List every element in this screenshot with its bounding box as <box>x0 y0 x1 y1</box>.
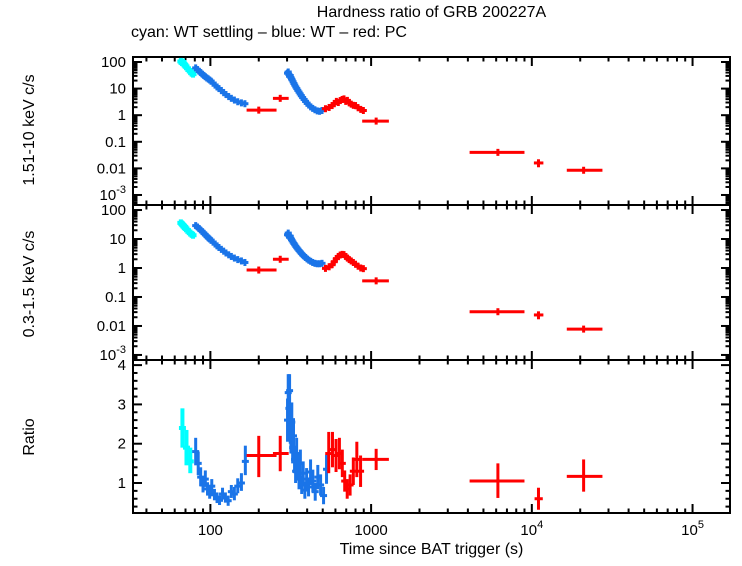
series-soft-red <box>246 250 603 333</box>
y-tick-label: 0.01 <box>97 318 126 335</box>
y-tick-label: 10-3 <box>100 344 126 364</box>
y-tick-label: 10 <box>109 81 126 98</box>
y-tick-label: 0.01 <box>97 160 126 177</box>
x-tick-label: 104 <box>520 519 543 539</box>
panel-soft: 100 10 1 0.1 0.01 10-3 <box>97 202 731 364</box>
chart-legend-line: cyan: WT settling – blue: WT – red: PC <box>131 24 407 41</box>
series-hard-blue <box>192 64 326 115</box>
series-hard-red <box>246 94 603 174</box>
x-tick-label: 105 <box>681 519 704 539</box>
series-soft-cyan <box>177 219 197 239</box>
x-tick-label: 100 <box>198 522 223 539</box>
y-tick-label: 100 <box>101 54 126 71</box>
ticks <box>133 360 730 513</box>
y-tick-label: 10 <box>109 231 126 248</box>
panel-frame <box>132 204 731 361</box>
y-tick-label: 0.1 <box>105 134 126 151</box>
y-tick-label: 0.1 <box>105 289 126 306</box>
panel-hard: 100 10 1 0.1 0.01 10-3 <box>97 54 731 206</box>
x-tick-label: 1000 <box>354 522 387 539</box>
y-tick-label: 3 <box>118 396 126 413</box>
y-tick-label: 4 <box>118 357 126 374</box>
series-ratio-blue <box>192 374 331 506</box>
series-ratio-red <box>246 431 603 510</box>
y-tick-label: 10-3 <box>100 184 126 204</box>
panel-frame <box>132 56 731 206</box>
y-tick-label: 100 <box>101 202 126 219</box>
series-ratio-cyan <box>178 408 194 474</box>
y-tick-label: 1 <box>118 260 126 277</box>
x-axis-label: Time since BAT trigger (s) <box>339 541 524 558</box>
chart-title: Hardness ratio of GRB 200227A <box>316 4 547 21</box>
ticks <box>133 57 730 205</box>
y-tick-label: 1 <box>118 475 126 492</box>
series-soft-blue <box>192 222 326 268</box>
series-hard-cyan <box>177 57 197 78</box>
ticks <box>133 205 730 361</box>
y-tick-label: 1 <box>118 107 126 124</box>
panel-ratio: 1 2 3 4 <box>118 357 731 514</box>
y-tick-label: 2 <box>118 436 126 453</box>
